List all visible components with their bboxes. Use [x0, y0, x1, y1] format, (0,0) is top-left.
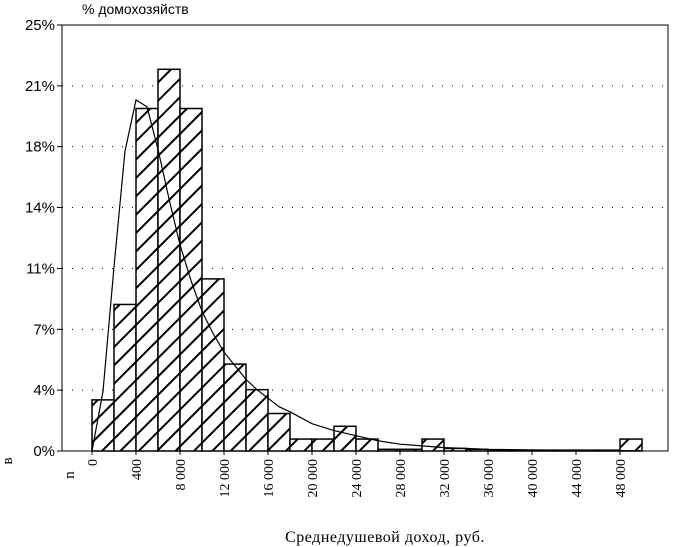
y-axis-corner-label: в [0, 457, 16, 464]
y-axis-label: % домохозяйств [82, 1, 189, 17]
histogram-bar [113, 303, 137, 452]
y-tick-label: 0% [33, 443, 55, 460]
x-tick-label: 20 000 [306, 459, 321, 498]
histogram-bar [245, 388, 269, 452]
x-tick-label: 24 000 [350, 459, 365, 498]
histogram-bar [619, 438, 643, 452]
histogram-bar [135, 107, 159, 452]
x-tick-label: 12 000 [218, 459, 233, 498]
x-axis-ticks: 0 400 8 000 12 000 16 000 20 000 24 000 28 000 3… [86, 451, 629, 498]
x-tick-label: 28 000 [394, 459, 409, 498]
y-tick-label: 11% [26, 261, 55, 278]
x-tick-label: 0 [86, 459, 101, 466]
fit-curve-line [91, 99, 643, 452]
histogram-bar [333, 425, 357, 452]
bars [91, 68, 643, 452]
histogram-bar [289, 438, 313, 452]
histogram-bar [267, 412, 291, 452]
x-tick-label: 400 [130, 459, 145, 480]
x-tick-label: 48 000 [614, 459, 629, 498]
histogram-bar [91, 399, 115, 452]
histogram-bar [201, 278, 225, 452]
x-tick-label: 32 000 [438, 459, 453, 498]
x-tick-label: 44 000 [570, 459, 585, 498]
x-tick-label: 40 000 [526, 459, 541, 498]
histogram-bar [223, 363, 247, 452]
y-tick-label: 4% [33, 382, 55, 399]
y-tick-label: 21% [25, 78, 55, 95]
x-axis-label: Среднедушевой доход, руб. [285, 529, 485, 546]
x-axis-corner-label: n [62, 471, 78, 479]
x-tick-label: 8 000 [174, 459, 189, 491]
histogram-bar [157, 68, 181, 452]
y-tick-label: 7% [33, 321, 55, 338]
x-tick-label: 36 000 [482, 459, 497, 498]
y-tick-label: 14% [25, 199, 55, 216]
y-tick-label: 25% [25, 17, 55, 34]
plot-frame [61, 24, 669, 452]
y-axis-ticks: 0% 4% 7% 11% 14% 18% 21% 25% [25, 17, 62, 460]
x-tick-label: 16 000 [262, 459, 277, 498]
histogram-bar [355, 438, 379, 452]
y-tick-label: 18% [25, 139, 55, 156]
histogram-bar [311, 438, 335, 452]
fit-curve [91, 99, 643, 452]
histogram-bar [421, 438, 445, 452]
